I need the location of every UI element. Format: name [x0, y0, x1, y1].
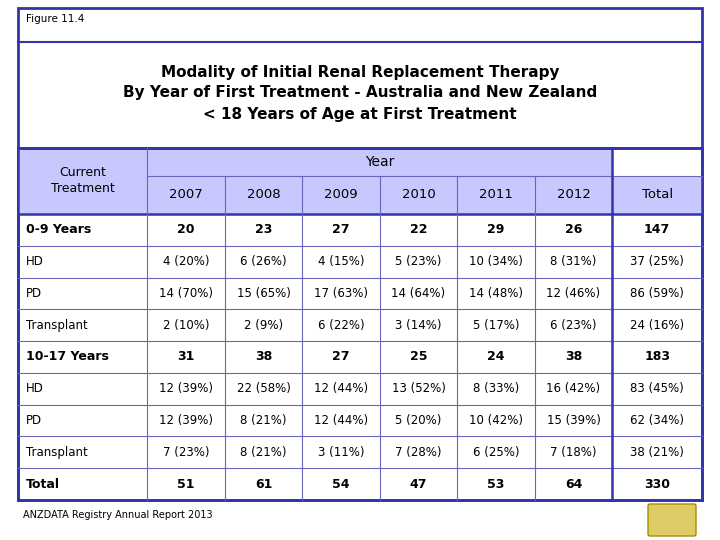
Text: 147: 147 — [644, 224, 670, 237]
Text: 24: 24 — [487, 350, 505, 363]
Text: 24 (16%): 24 (16%) — [630, 319, 684, 332]
Text: 7 (28%): 7 (28%) — [395, 446, 442, 459]
Text: 12 (44%): 12 (44%) — [314, 382, 368, 395]
Text: 22: 22 — [410, 224, 427, 237]
Text: 27: 27 — [332, 350, 350, 363]
Text: 47: 47 — [410, 477, 427, 491]
Text: 10-17 Years: 10-17 Years — [26, 350, 109, 363]
Text: 23: 23 — [255, 224, 272, 237]
Text: 17 (63%): 17 (63%) — [314, 287, 368, 300]
Bar — [457, 176, 535, 214]
Text: Year: Year — [365, 155, 395, 169]
Text: 8 (21%): 8 (21%) — [240, 414, 287, 427]
Text: 20: 20 — [177, 224, 194, 237]
Text: 4 (15%): 4 (15%) — [318, 255, 364, 268]
Bar — [18, 148, 147, 214]
Bar — [612, 176, 702, 214]
Text: 13 (52%): 13 (52%) — [392, 382, 446, 395]
Text: 2011: 2011 — [479, 188, 513, 201]
Bar — [147, 148, 612, 176]
Text: 2012: 2012 — [557, 188, 590, 201]
Text: 37 (25%): 37 (25%) — [630, 255, 684, 268]
Text: 86 (59%): 86 (59%) — [630, 287, 684, 300]
Bar — [302, 176, 379, 214]
Text: 61: 61 — [255, 477, 272, 491]
Text: PD: PD — [26, 414, 42, 427]
Text: 2010: 2010 — [402, 188, 436, 201]
Text: 51: 51 — [177, 477, 194, 491]
Text: 4 (20%): 4 (20%) — [163, 255, 210, 268]
Text: 8 (21%): 8 (21%) — [240, 446, 287, 459]
Text: 7 (18%): 7 (18%) — [550, 446, 597, 459]
Text: 12 (44%): 12 (44%) — [314, 414, 368, 427]
Text: 6 (23%): 6 (23%) — [550, 319, 597, 332]
Text: 3 (14%): 3 (14%) — [395, 319, 442, 332]
Bar — [225, 176, 302, 214]
Text: 183: 183 — [644, 350, 670, 363]
Text: 38 (21%): 38 (21%) — [630, 446, 684, 459]
Text: 62 (34%): 62 (34%) — [630, 414, 684, 427]
Text: 14 (64%): 14 (64%) — [392, 287, 446, 300]
Bar — [535, 176, 612, 214]
Text: 14 (48%): 14 (48%) — [469, 287, 523, 300]
Text: Current
Treatment: Current Treatment — [50, 166, 114, 195]
Text: 14 (70%): 14 (70%) — [159, 287, 213, 300]
Text: 38: 38 — [255, 350, 272, 363]
Text: 6 (25%): 6 (25%) — [473, 446, 519, 459]
Text: 8 (31%): 8 (31%) — [550, 255, 597, 268]
Text: 5 (23%): 5 (23%) — [395, 255, 441, 268]
Text: Figure 11.4: Figure 11.4 — [26, 14, 84, 24]
Text: 2007: 2007 — [169, 188, 203, 201]
Bar — [379, 176, 457, 214]
Text: 2009: 2009 — [324, 188, 358, 201]
Text: Total: Total — [642, 188, 672, 201]
Text: 6 (26%): 6 (26%) — [240, 255, 287, 268]
Text: Transplant: Transplant — [26, 446, 88, 459]
Text: 2 (10%): 2 (10%) — [163, 319, 210, 332]
Text: 25: 25 — [410, 350, 427, 363]
Text: 16 (42%): 16 (42%) — [546, 382, 600, 395]
Text: 2008: 2008 — [247, 188, 280, 201]
Text: 54: 54 — [332, 477, 350, 491]
Text: 27: 27 — [332, 224, 350, 237]
Text: 3 (11%): 3 (11%) — [318, 446, 364, 459]
Bar — [147, 176, 225, 214]
Text: Transplant: Transplant — [26, 319, 88, 332]
Text: ANZDATA Registry Annual Report 2013: ANZDATA Registry Annual Report 2013 — [23, 510, 212, 520]
Text: Total: Total — [26, 477, 60, 491]
Text: 15 (65%): 15 (65%) — [237, 287, 290, 300]
Text: HD: HD — [26, 382, 44, 395]
Text: Modality of Initial Renal Replacement Therapy
By Year of First Treatment - Austr: Modality of Initial Renal Replacement Th… — [123, 64, 597, 122]
Text: 31: 31 — [177, 350, 194, 363]
Text: 10 (42%): 10 (42%) — [469, 414, 523, 427]
Text: 53: 53 — [487, 477, 505, 491]
Text: 8 (33%): 8 (33%) — [473, 382, 519, 395]
Text: 38: 38 — [565, 350, 582, 363]
Text: 0-9 Years: 0-9 Years — [26, 224, 91, 237]
Text: 29: 29 — [487, 224, 505, 237]
Text: 22 (58%): 22 (58%) — [237, 382, 290, 395]
Text: 2 (9%): 2 (9%) — [244, 319, 283, 332]
Text: 7 (23%): 7 (23%) — [163, 446, 210, 459]
Text: 12 (46%): 12 (46%) — [546, 287, 600, 300]
Text: 330: 330 — [644, 477, 670, 491]
Text: 15 (39%): 15 (39%) — [546, 414, 600, 427]
Text: DATA: DATA — [661, 523, 683, 531]
Text: 26: 26 — [565, 224, 582, 237]
Text: A: A — [667, 512, 676, 522]
Text: 6 (22%): 6 (22%) — [318, 319, 364, 332]
Text: PD: PD — [26, 287, 42, 300]
FancyBboxPatch shape — [648, 504, 696, 536]
Text: 64: 64 — [565, 477, 582, 491]
Text: 12 (39%): 12 (39%) — [159, 382, 213, 395]
Text: 5 (17%): 5 (17%) — [473, 319, 519, 332]
Text: 12 (39%): 12 (39%) — [159, 414, 213, 427]
Text: HD: HD — [26, 255, 44, 268]
Text: 83 (45%): 83 (45%) — [630, 382, 684, 395]
Text: 10 (34%): 10 (34%) — [469, 255, 523, 268]
Text: 5 (20%): 5 (20%) — [395, 414, 441, 427]
